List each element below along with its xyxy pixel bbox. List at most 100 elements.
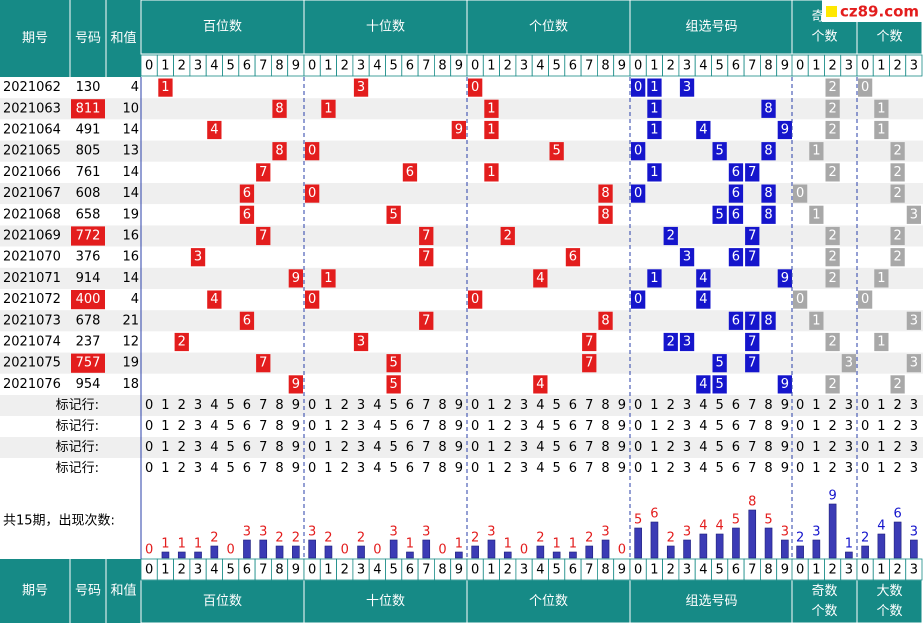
marker-digit: 1	[812, 398, 820, 413]
marker-digit: 7	[748, 398, 756, 413]
marker-label: 8	[601, 313, 609, 328]
marker-label: 8	[275, 101, 283, 116]
sum: 4	[131, 292, 139, 307]
number: 400	[76, 292, 101, 307]
digit-header: 0	[796, 59, 804, 74]
number: 237	[76, 335, 101, 350]
marker-digit: 4	[699, 440, 707, 455]
marker-digit: 7	[422, 440, 430, 455]
marker	[825, 226, 840, 246]
marker	[256, 163, 271, 182]
marker-digit: 0	[308, 398, 316, 413]
frequency-value: 4	[699, 519, 707, 534]
marker-label: 6	[732, 165, 740, 180]
frequency-value: 2	[210, 531, 218, 546]
marker	[761, 184, 776, 203]
marker-digit: 6	[406, 419, 414, 434]
marker	[761, 311, 776, 330]
marker-digit: 8	[275, 461, 283, 476]
marker-label: 6	[243, 207, 251, 222]
frequency-bar	[357, 545, 365, 559]
marker-digit: 2	[341, 398, 349, 413]
marker	[777, 269, 792, 288]
marker-digit: 2	[828, 419, 836, 434]
marker-digit: 6	[243, 419, 251, 434]
issue: 2021063	[3, 101, 61, 116]
marker	[825, 78, 840, 97]
marker-digit: 4	[536, 440, 544, 455]
digit-header: 2	[341, 563, 349, 578]
digit-header: 6	[569, 563, 577, 578]
marker-digit: 3	[910, 419, 918, 434]
frequency-bar	[781, 539, 789, 559]
marker	[761, 205, 776, 224]
digit-header: 0	[471, 563, 479, 578]
marker-digit: 5	[716, 440, 724, 455]
digit-header: 7	[748, 563, 756, 578]
marker-label: 7	[748, 313, 756, 328]
marker-digit: 8	[438, 461, 446, 476]
marker-digit: 0	[471, 419, 479, 434]
marker-label: 7	[259, 229, 267, 244]
frequency-value: 5	[634, 513, 642, 528]
digit-header: 2	[504, 59, 512, 74]
sum: 14	[122, 165, 139, 180]
marker-digit: 1	[161, 461, 169, 476]
frequency-label: 共15期，出现次数:	[3, 513, 115, 529]
digit-header: 3	[845, 59, 853, 74]
frequency-bar	[585, 545, 594, 559]
marker-digit: 4	[536, 461, 544, 476]
marker	[825, 269, 840, 288]
marker-digit: 3	[357, 419, 365, 434]
marker	[761, 142, 776, 161]
digit-header: 6	[243, 59, 251, 74]
marker-label: 2	[893, 377, 901, 392]
marker	[647, 269, 662, 288]
issue: 2021073	[3, 313, 61, 328]
marker-digit: 1	[650, 419, 658, 434]
digit-header: 4	[699, 563, 707, 578]
marker-label: 6	[732, 250, 740, 265]
frequency-value: 3	[812, 525, 820, 540]
marker-label: 2	[828, 377, 836, 392]
digit-header: 4	[210, 563, 218, 578]
marker	[745, 248, 760, 267]
marker-digit: 0	[861, 419, 869, 434]
group-header-bg	[303, 0, 468, 55]
marker	[647, 99, 662, 118]
frequency-bar	[471, 545, 479, 559]
frequency-bar	[161, 551, 170, 559]
frequency-value: 2	[357, 531, 365, 546]
frequency-bar	[292, 545, 300, 559]
marker	[745, 354, 760, 373]
marker	[906, 311, 921, 330]
sum: 10	[122, 101, 139, 116]
marker-label: 2	[828, 335, 836, 350]
marker	[679, 332, 695, 352]
digit-header: 3	[683, 59, 691, 74]
marker-digit: 5	[227, 398, 235, 413]
marker	[533, 375, 548, 394]
digit-header: 1	[487, 59, 495, 74]
marker-label: 2	[828, 123, 836, 138]
marker	[239, 205, 255, 224]
marker-digit: 5	[390, 419, 398, 434]
marker	[777, 375, 792, 394]
marker-digit: 7	[748, 419, 756, 434]
marker-label: 8	[764, 101, 772, 116]
marker-digit: 2	[178, 398, 186, 413]
number: 376	[76, 250, 101, 265]
group-header: 十位数	[366, 20, 405, 35]
marker-digit: 9	[618, 419, 626, 434]
digit-header: 7	[259, 59, 267, 74]
marker-digit: 8	[601, 419, 609, 434]
marker	[174, 332, 189, 352]
marker-label: 0	[308, 186, 316, 201]
group-header: 奇数	[811, 583, 837, 599]
group-header: 百位数	[203, 594, 242, 609]
logo-bg	[822, 0, 923, 22]
marker-row-bg	[0, 416, 923, 437]
marker-digit: 1	[487, 419, 495, 434]
marker-digit: 6	[406, 461, 414, 476]
frequency-bar	[666, 545, 675, 559]
